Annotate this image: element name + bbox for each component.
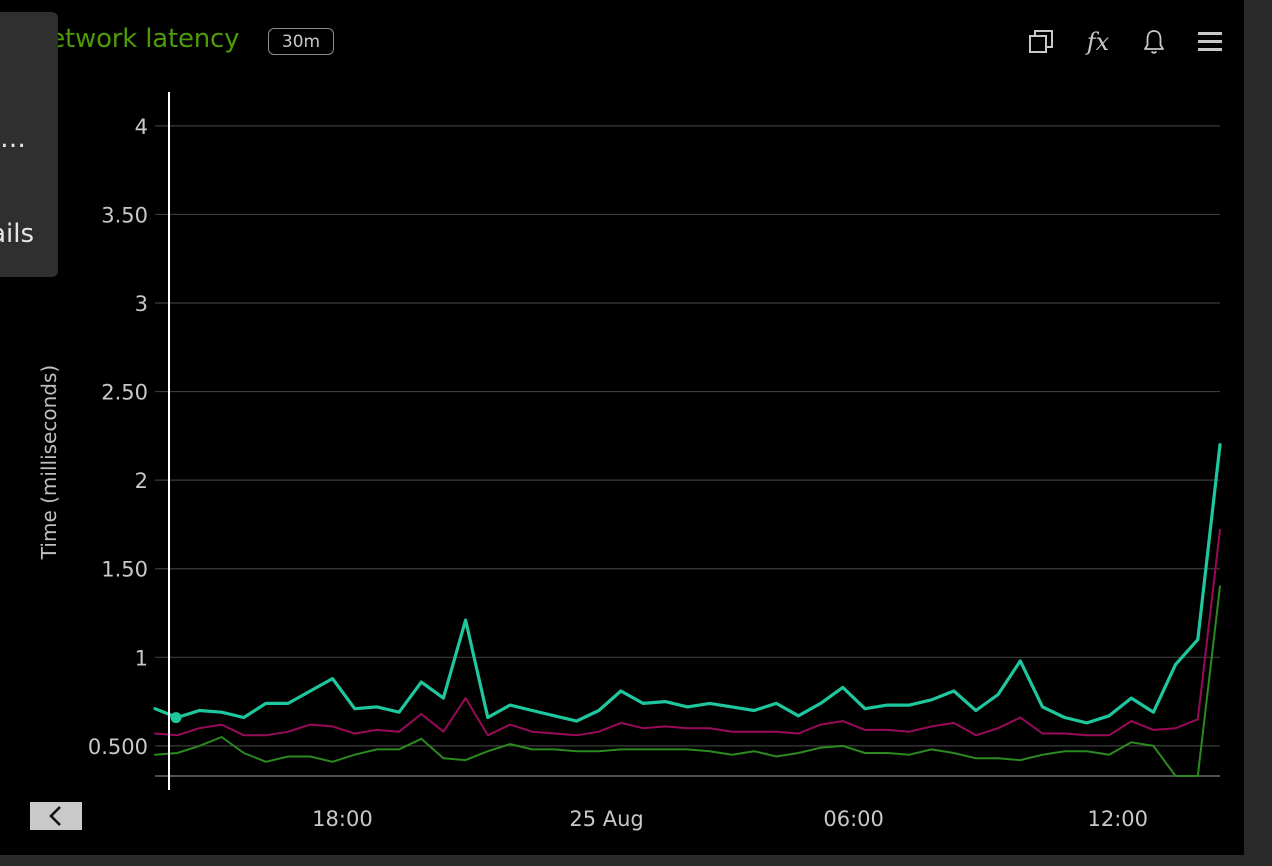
series-line xyxy=(154,585,1221,777)
x-axis-tick-labels: 18:00 25 Aug 06:00 12:00 xyxy=(312,807,1148,831)
scroll-back-button[interactable] xyxy=(30,802,82,830)
hover-cursor xyxy=(168,92,182,790)
y-tick-label: 1 xyxy=(135,646,148,670)
latency-line-chart[interactable]: 0.500 1 1.50 2 2.50 3 3.50 4 18:00 25 Aug 06:00 12… xyxy=(0,0,1244,855)
side-popup-item[interactable]: y… xyxy=(0,124,26,154)
series-lines xyxy=(153,443,1222,777)
interval-badge: 30m xyxy=(268,28,334,55)
menu-icon[interactable] xyxy=(1194,26,1226,58)
chart-gridlines xyxy=(155,125,1220,777)
x-tick-label: 25 Aug xyxy=(569,807,643,831)
y-tick-label: 0.500 xyxy=(88,735,148,759)
y-tick-label: 1.50 xyxy=(101,558,148,582)
cursor-point xyxy=(170,712,182,724)
fx-icon[interactable]: fx xyxy=(1082,26,1114,58)
series-line xyxy=(153,443,1222,725)
x-tick-label: 12:00 xyxy=(1087,807,1148,831)
y-axis-title: Time (milliseconds) xyxy=(37,365,61,560)
chevron-left-icon xyxy=(49,806,61,826)
bell-icon[interactable] xyxy=(1138,26,1170,58)
fx-label: fx xyxy=(1086,28,1110,56)
y-tick-label: 3.50 xyxy=(101,203,148,227)
series-line xyxy=(154,528,1221,737)
y-axis-tick-labels: 0.500 1 1.50 2 2.50 3 3.50 4 xyxy=(88,115,148,759)
panel-title[interactable]: Network latency xyxy=(30,24,240,54)
x-tick-label: 06:00 xyxy=(823,807,884,831)
y-tick-label: 3 xyxy=(135,292,148,316)
side-popup-menu[interactable]: y… ails xyxy=(0,12,58,277)
side-popup-details-item[interactable]: ails xyxy=(0,219,34,249)
copy-icon[interactable] xyxy=(1025,26,1057,58)
y-tick-label: 4 xyxy=(135,115,148,139)
x-tick-label: 18:00 xyxy=(312,807,373,831)
y-tick-label: 2 xyxy=(135,469,148,493)
y-tick-label: 2.50 xyxy=(101,381,148,405)
panel-scrollbar-gutter xyxy=(1244,0,1272,866)
